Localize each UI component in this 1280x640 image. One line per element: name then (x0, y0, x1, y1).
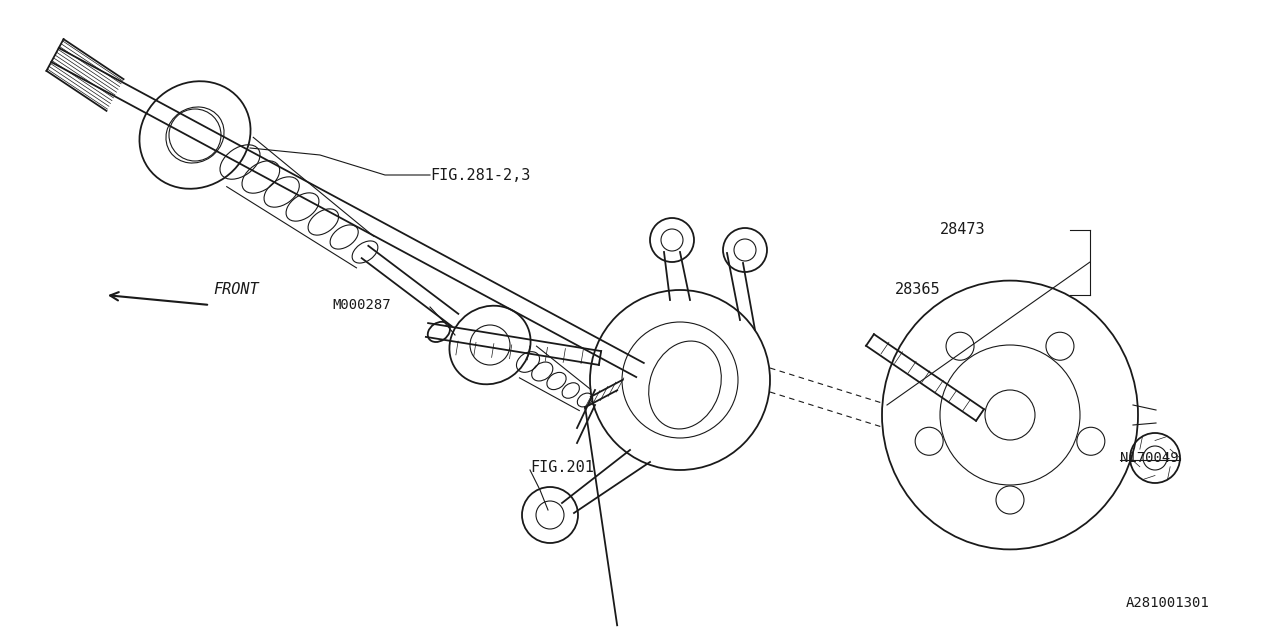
Text: N170049: N170049 (1120, 451, 1179, 465)
Text: FIG.281-2,3: FIG.281-2,3 (430, 168, 530, 182)
Text: 28473: 28473 (940, 223, 986, 237)
Text: A281001301: A281001301 (1126, 596, 1210, 610)
Text: FRONT: FRONT (212, 282, 259, 298)
Text: FIG.201: FIG.201 (530, 461, 594, 476)
Text: 28365: 28365 (895, 282, 941, 298)
Text: M000287: M000287 (332, 298, 390, 312)
